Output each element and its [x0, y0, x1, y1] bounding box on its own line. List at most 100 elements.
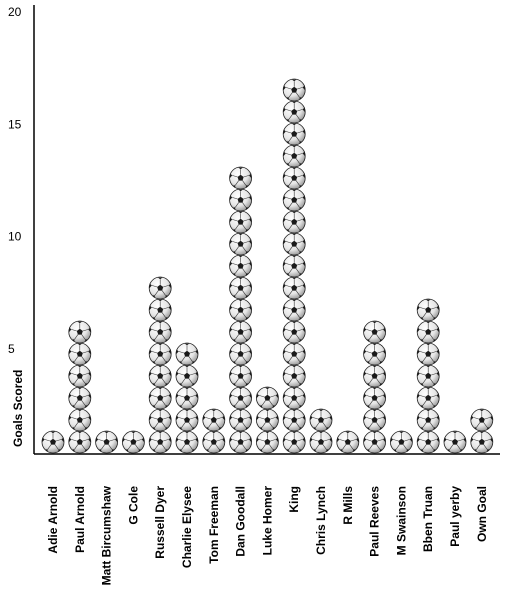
ball-column — [443, 430, 467, 454]
soccer-ball-icon — [68, 408, 92, 432]
ball-column — [389, 430, 413, 454]
soccer-ball-icon — [148, 386, 172, 410]
soccer-ball-icon — [309, 430, 333, 454]
soccer-ball-icon — [148, 430, 172, 454]
ball-column — [68, 320, 92, 454]
ball-column — [255, 386, 279, 454]
y-tick-label: 10 — [8, 230, 22, 244]
x-tick-labels: Adie Arnold Paul Arnold Matt Bircumshaw G C… — [46, 485, 489, 585]
x-tick-label: Tom Freeman — [207, 486, 221, 564]
soccer-ball-icon — [282, 386, 306, 410]
soccer-ball-icon — [175, 430, 199, 454]
soccer-ball-icon — [416, 386, 440, 410]
soccer-ball-icon — [309, 408, 333, 432]
x-tick-label: King — [287, 486, 301, 513]
soccer-ball-icon — [363, 342, 387, 366]
ball-column — [336, 430, 360, 454]
soccer-ball-icon — [68, 364, 92, 388]
x-tick-label: Paul yerby — [448, 486, 462, 547]
soccer-ball-icon — [363, 386, 387, 410]
y-tick-label: 20 — [8, 5, 22, 19]
soccer-ball-icon — [282, 364, 306, 388]
ball-column — [121, 430, 145, 454]
ball-column — [41, 430, 65, 454]
soccer-ball-icon — [282, 188, 306, 212]
soccer-ball-icon — [148, 276, 172, 300]
soccer-ball-icon — [229, 364, 253, 388]
x-tick-label: Dan Goodall — [234, 486, 248, 557]
x-tick-label: Charlie Elysee — [180, 486, 194, 568]
x-tick-label: Chris Lynch — [314, 486, 328, 555]
soccer-ball-icon — [68, 320, 92, 344]
ball-column — [363, 320, 387, 454]
soccer-ball-icon — [416, 320, 440, 344]
x-tick-label: Matt Bircumshaw — [100, 485, 114, 585]
soccer-ball-icon — [416, 298, 440, 322]
soccer-ball-icon — [121, 430, 145, 454]
soccer-ball-icon — [229, 320, 253, 344]
soccer-ball-icon — [470, 408, 494, 432]
soccer-ball-icon — [229, 166, 253, 190]
data-marks — [41, 78, 494, 454]
soccer-ball-icon — [282, 210, 306, 234]
soccer-ball-icon — [282, 122, 306, 146]
ball-column — [282, 78, 306, 454]
soccer-ball-icon — [282, 342, 306, 366]
ball-column — [416, 298, 440, 454]
soccer-ball-icon — [416, 408, 440, 432]
soccer-ball-icon — [443, 430, 467, 454]
soccer-ball-icon — [470, 430, 494, 454]
x-tick-label: R Mills — [341, 486, 355, 525]
soccer-ball-icon — [229, 298, 253, 322]
soccer-ball-icon — [282, 298, 306, 322]
soccer-ball-icon — [363, 320, 387, 344]
soccer-ball-icon — [389, 430, 413, 454]
soccer-ball-icon — [282, 144, 306, 168]
soccer-ball-icon — [416, 430, 440, 454]
soccer-ball-icon — [282, 408, 306, 432]
soccer-ball-icon — [68, 430, 92, 454]
soccer-ball-icon — [202, 430, 226, 454]
y-tick-label: 5 — [8, 342, 15, 356]
ball-column — [202, 408, 226, 454]
soccer-ball-icon — [282, 430, 306, 454]
x-tick-label: Adie Arnold — [46, 486, 60, 554]
ball-column — [95, 430, 119, 454]
soccer-ball-icon — [416, 342, 440, 366]
soccer-ball-icon — [282, 254, 306, 278]
ball-column — [470, 408, 494, 454]
soccer-ball-icon — [363, 408, 387, 432]
x-tick-label: Bben Truan — [421, 486, 435, 552]
soccer-ball-icon — [336, 430, 360, 454]
soccer-ball-icon — [255, 430, 279, 454]
soccer-ball-icon — [41, 430, 65, 454]
soccer-ball-icon — [282, 276, 306, 300]
soccer-ball-icon — [282, 166, 306, 190]
x-tick-label: Luke Homer — [260, 486, 274, 556]
x-tick-label: G Cole — [126, 486, 140, 525]
soccer-ball-icon — [363, 364, 387, 388]
ball-column — [175, 342, 199, 454]
soccer-ball-icon — [202, 408, 226, 432]
axes — [33, 5, 500, 455]
soccer-ball-icon — [416, 364, 440, 388]
ball-column — [148, 276, 172, 454]
soccer-ball-icon — [255, 408, 279, 432]
soccer-ball-icon — [229, 254, 253, 278]
soccer-ball-icon — [229, 188, 253, 212]
y-tick-label: 15 — [8, 117, 22, 131]
soccer-ball-icon — [68, 342, 92, 366]
soccer-ball-icon — [282, 320, 306, 344]
soccer-ball-icon — [148, 364, 172, 388]
soccer-ball-icon — [148, 342, 172, 366]
soccer-ball-icon — [68, 386, 92, 410]
soccer-ball-icon — [363, 430, 387, 454]
soccer-ball-icon — [282, 232, 306, 256]
soccer-ball-icon — [148, 298, 172, 322]
soccer-ball-icon — [229, 232, 253, 256]
soccer-ball-icon — [148, 320, 172, 344]
y-tick-labels: 20 15 10 5 — [8, 5, 22, 356]
soccer-ball-icon — [229, 408, 253, 432]
soccer-ball-icon — [229, 386, 253, 410]
soccer-ball-icon — [229, 276, 253, 300]
